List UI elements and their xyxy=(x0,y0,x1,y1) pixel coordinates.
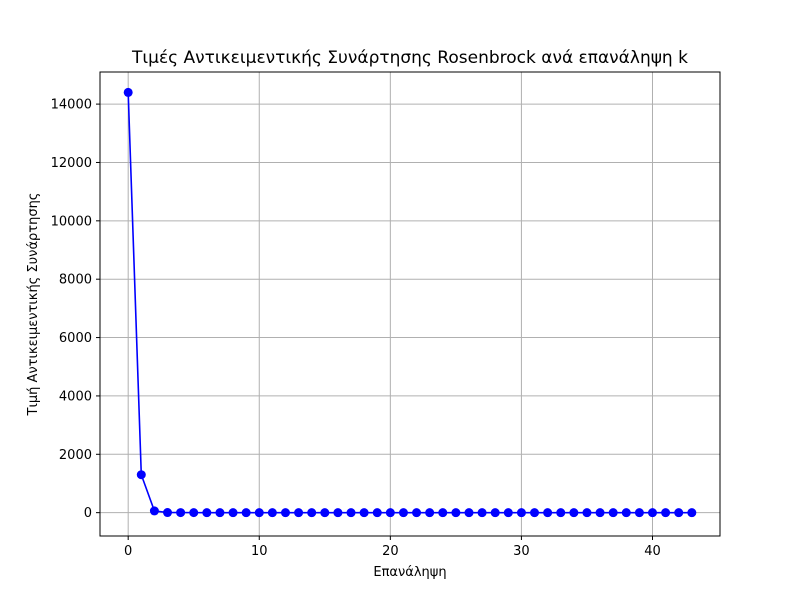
data-point xyxy=(556,508,566,518)
data-point xyxy=(608,508,618,518)
y-tick-label: 14000 xyxy=(51,98,92,113)
data-point xyxy=(438,508,448,518)
grid-lines xyxy=(100,72,720,536)
data-point xyxy=(490,508,500,518)
data-point xyxy=(661,508,671,518)
y-axis-ticks: 0 2000 4000 6000 8000 10000 12000 14000 xyxy=(51,98,100,521)
x-axis-ticks: 0 10 20 30 40 xyxy=(124,536,661,559)
data-point xyxy=(674,508,684,518)
data-point xyxy=(215,508,225,518)
data-point xyxy=(307,508,317,518)
y-tick-label: 2000 xyxy=(59,448,92,463)
data-point xyxy=(136,470,146,480)
data-point xyxy=(451,508,461,518)
x-tick-label: 30 xyxy=(513,544,530,559)
x-axis-label: Επανάληψη xyxy=(373,565,446,580)
data-point xyxy=(582,508,592,518)
y-tick-label: 6000 xyxy=(59,331,92,346)
data-point xyxy=(412,508,422,518)
data-point xyxy=(569,508,579,518)
data-point xyxy=(241,508,251,518)
data-point xyxy=(202,508,212,518)
data-point xyxy=(254,508,264,518)
data-point xyxy=(477,508,487,518)
data-point xyxy=(189,508,199,518)
data-point xyxy=(228,508,238,518)
data-point xyxy=(530,508,540,518)
data-point xyxy=(398,508,408,518)
y-tick-label: 10000 xyxy=(51,214,92,229)
chart-title: Τιμές Αντικειμεντικής Συνάρτησης Rosenbr… xyxy=(131,48,688,68)
data-point xyxy=(163,508,173,518)
y-axis-label: Τιμή Αντικειμεντικής Συνάρτησης xyxy=(26,193,41,417)
data-point xyxy=(647,508,657,518)
x-tick-label: 40 xyxy=(644,544,661,559)
data-point xyxy=(543,508,553,518)
data-point xyxy=(333,508,343,518)
y-tick-label: 4000 xyxy=(59,389,92,404)
data-point xyxy=(176,508,186,518)
x-tick-label: 10 xyxy=(251,544,268,559)
y-tick-label: 8000 xyxy=(59,273,92,288)
data-point xyxy=(503,508,513,518)
data-point xyxy=(267,508,277,518)
plot-frame xyxy=(99,71,721,537)
data-point xyxy=(149,506,159,516)
data-point xyxy=(359,508,369,518)
x-tick-label: 0 xyxy=(124,544,132,559)
data-point xyxy=(280,508,290,518)
data-series xyxy=(123,87,697,518)
data-point xyxy=(123,87,133,97)
data-point xyxy=(346,508,356,518)
data-point xyxy=(621,508,631,518)
data-point xyxy=(425,508,435,518)
y-tick-label: 0 xyxy=(84,506,92,521)
data-point xyxy=(320,508,330,518)
data-point xyxy=(595,508,605,518)
data-point xyxy=(516,508,526,518)
data-point xyxy=(385,508,395,518)
x-tick-label: 20 xyxy=(382,544,399,559)
data-point xyxy=(294,508,304,518)
data-point xyxy=(372,508,382,518)
data-point xyxy=(634,508,644,518)
data-point xyxy=(464,508,474,518)
y-tick-label: 12000 xyxy=(51,156,92,171)
data-point xyxy=(687,508,697,518)
